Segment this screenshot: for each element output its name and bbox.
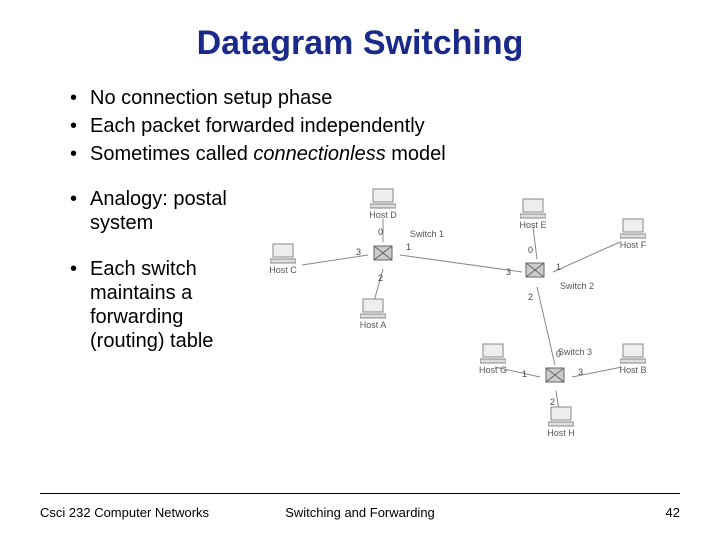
- side-bullet-list: Analogy: postal system Each switch maint…: [40, 187, 260, 353]
- host-label: Host D: [360, 210, 406, 220]
- diagram-wires: [260, 187, 670, 447]
- content-row: Analogy: postal system Each switch maint…: [40, 187, 680, 437]
- host-label: Host B: [610, 365, 656, 375]
- footer-page: 42: [666, 505, 680, 520]
- host-label: Host E: [510, 220, 556, 230]
- host-label: Host F: [610, 240, 656, 250]
- port-label: 1: [406, 242, 411, 252]
- side-bullets-column: Analogy: postal system Each switch maint…: [40, 187, 260, 375]
- bullet-item: Sometimes called connectionless model: [70, 141, 680, 167]
- port-label: 3: [506, 267, 511, 277]
- bullet-italic: connectionless: [253, 143, 385, 165]
- footer-left: Csci 232 Computer Networks: [40, 505, 209, 520]
- switch-label: Switch 3: [558, 347, 592, 357]
- switch-icon: [540, 362, 570, 388]
- slide-title: Datagram Switching: [40, 24, 680, 63]
- port-label: 2: [378, 273, 383, 283]
- computer-icon: [360, 297, 386, 319]
- slide-footer: Csci 232 Computer Networks Switching and…: [40, 505, 680, 520]
- computer-icon: [620, 217, 646, 239]
- port-label: 3: [578, 367, 583, 377]
- switch-label: Switch 2: [560, 281, 594, 291]
- host-b: Host B: [610, 342, 656, 375]
- port-label: 1: [556, 262, 561, 272]
- host-label: Host A: [350, 320, 396, 330]
- switch-1: [368, 240, 398, 267]
- bullet-text: model: [386, 143, 446, 165]
- host-h: Host H: [538, 405, 584, 438]
- computer-icon: [520, 197, 546, 219]
- computer-icon: [480, 342, 506, 364]
- port-label: 2: [550, 397, 555, 407]
- host-label: Host G: [470, 365, 516, 375]
- switch-label: Switch 1: [410, 229, 444, 239]
- footer-divider: [40, 493, 680, 494]
- host-c: Host C: [260, 242, 306, 275]
- top-bullet-list: No connection setup phase Each packet fo…: [40, 85, 680, 167]
- computer-icon: [270, 242, 296, 264]
- switch-2: [520, 257, 550, 284]
- port-label: 3: [356, 247, 361, 257]
- network-diagram: Host D Host E Host F Host C Host A Host …: [260, 187, 680, 437]
- computer-icon: [548, 405, 574, 427]
- bullet-text: Sometimes called: [90, 143, 253, 165]
- host-d: Host D: [360, 187, 406, 220]
- slide: Datagram Switching No connection setup p…: [0, 0, 720, 540]
- computer-icon: [620, 342, 646, 364]
- bullet-item: Analogy: postal system: [70, 187, 260, 235]
- port-label: 0: [528, 245, 533, 255]
- port-label: 0: [378, 227, 383, 237]
- port-label: 1: [522, 369, 527, 379]
- bullet-item: Each packet forwarded independently: [70, 113, 680, 139]
- host-label: Host H: [538, 428, 584, 438]
- host-e: Host E: [510, 197, 556, 230]
- computer-icon: [370, 187, 396, 209]
- host-g: Host G: [470, 342, 516, 375]
- host-label: Host C: [260, 265, 306, 275]
- port-label: 2: [528, 292, 533, 302]
- bullet-item: No connection setup phase: [70, 85, 680, 111]
- bullet-item: Each switch maintains a forwarding (rout…: [70, 257, 260, 353]
- host-f: Host F: [610, 217, 656, 250]
- host-a: Host A: [350, 297, 396, 330]
- switch-icon: [520, 257, 550, 283]
- port-label: 0: [556, 349, 561, 359]
- switch-icon: [368, 240, 398, 266]
- switch-3: [540, 362, 570, 389]
